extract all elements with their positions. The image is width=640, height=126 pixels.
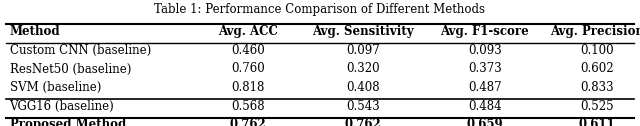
Text: 0.100: 0.100 [580,44,614,57]
Text: 0.484: 0.484 [468,100,502,113]
Text: 0.762: 0.762 [230,118,266,126]
Text: 0.659: 0.659 [467,118,503,126]
Text: Avg. Precision: Avg. Precision [550,25,640,38]
Text: SVM (baseline): SVM (baseline) [10,81,101,94]
Text: 0.760: 0.760 [231,62,265,75]
Text: 0.525: 0.525 [580,100,614,113]
Text: 0.602: 0.602 [580,62,614,75]
Text: 0.320: 0.320 [346,62,380,75]
Text: VGG16 (baseline): VGG16 (baseline) [10,100,115,113]
Text: 0.611: 0.611 [579,118,615,126]
Text: 0.093: 0.093 [468,44,502,57]
Text: 0.543: 0.543 [346,100,380,113]
Text: Method: Method [10,25,60,38]
Text: 0.568: 0.568 [231,100,265,113]
Text: 0.460: 0.460 [231,44,265,57]
Text: Table 1: Performance Comparison of Different Methods: Table 1: Performance Comparison of Diffe… [154,3,486,16]
Text: ResNet50 (baseline): ResNet50 (baseline) [10,62,131,75]
Text: Custom CNN (baseline): Custom CNN (baseline) [10,44,151,57]
Text: Avg. F1-score: Avg. F1-score [440,25,529,38]
Text: 0.487: 0.487 [468,81,502,94]
Text: Proposed Method: Proposed Method [10,118,126,126]
Text: Avg. Sensitivity: Avg. Sensitivity [312,25,414,38]
Text: 0.373: 0.373 [468,62,502,75]
Text: 0.818: 0.818 [231,81,265,94]
Text: 0.097: 0.097 [346,44,380,57]
Text: 0.833: 0.833 [580,81,614,94]
Text: 0.408: 0.408 [346,81,380,94]
Text: Avg. ACC: Avg. ACC [218,25,278,38]
Text: 0.762: 0.762 [345,118,381,126]
